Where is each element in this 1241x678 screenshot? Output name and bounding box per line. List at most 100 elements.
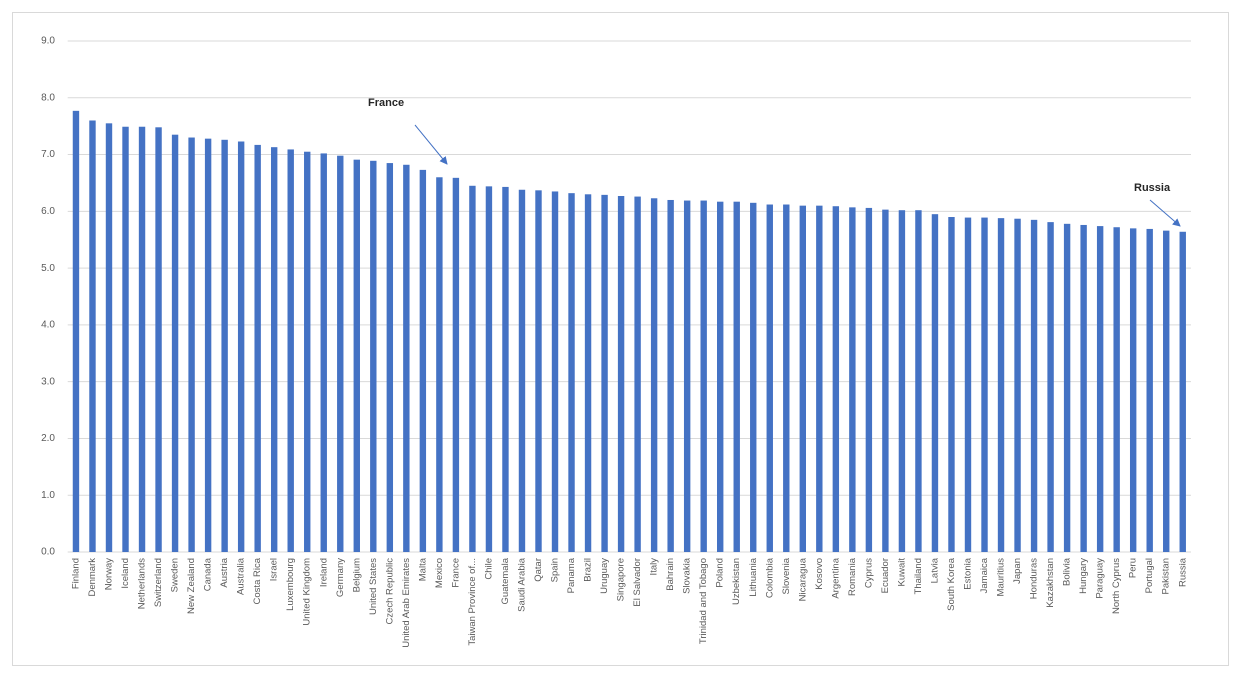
bar bbox=[865, 207, 873, 552]
bar bbox=[1063, 223, 1071, 552]
bar bbox=[981, 217, 988, 552]
y-tick-label: 3.0 bbox=[41, 376, 55, 387]
bar bbox=[601, 194, 608, 552]
bar bbox=[1163, 230, 1170, 553]
x-tick-label: Japan bbox=[1012, 558, 1023, 584]
bar bbox=[518, 189, 526, 552]
x-tick-label: Kosovo bbox=[814, 558, 825, 590]
bar bbox=[997, 218, 1005, 552]
x-tick-label: Costa Rica bbox=[252, 557, 263, 604]
bar bbox=[898, 210, 906, 552]
y-tick-label: 8.0 bbox=[41, 92, 55, 103]
bar bbox=[849, 207, 856, 552]
x-tick-label: Italy bbox=[649, 558, 660, 576]
x-tick-label: Norway bbox=[104, 558, 115, 590]
x-tick-label: United Kingdom bbox=[302, 558, 313, 626]
x-tick-label: Uzbekistan bbox=[731, 558, 742, 605]
bar bbox=[155, 127, 162, 553]
bar bbox=[122, 126, 129, 553]
x-tick-label: Brazil bbox=[583, 558, 594, 582]
bar bbox=[304, 151, 311, 552]
y-tick-label: 7.0 bbox=[41, 149, 55, 160]
y-tick-label: 2.0 bbox=[41, 433, 55, 444]
x-tick-label: Iceland bbox=[120, 558, 131, 589]
bar bbox=[634, 196, 641, 552]
x-tick-label: El Salvador bbox=[632, 558, 643, 607]
bar bbox=[1080, 224, 1087, 552]
x-tick-label: Hungary bbox=[1078, 558, 1089, 594]
x-tick-label: Ecuador bbox=[880, 558, 891, 593]
x-tick-label: Czech Republic bbox=[384, 558, 395, 625]
annotation-arrow bbox=[414, 124, 448, 165]
bar bbox=[1014, 218, 1021, 552]
bar bbox=[816, 205, 823, 552]
bar bbox=[717, 201, 724, 553]
x-tick-label: New Zealand bbox=[186, 558, 197, 614]
x-tick-label: Lithuania bbox=[748, 557, 759, 596]
x-tick-label: Netherlands bbox=[137, 558, 148, 609]
x-tick-label: Slovenia bbox=[781, 557, 792, 594]
bar bbox=[799, 205, 807, 552]
y-tick-label: 4.0 bbox=[41, 320, 55, 331]
bar bbox=[287, 149, 294, 552]
x-tick-label: Pakistan bbox=[1161, 558, 1172, 594]
x-tick-label: Russia bbox=[1177, 557, 1188, 587]
bar bbox=[683, 200, 691, 552]
y-tick-label: 1.0 bbox=[41, 490, 55, 501]
x-tick-label: Saudi Arabia bbox=[516, 557, 527, 612]
x-tick-label: Romania bbox=[847, 557, 858, 596]
bar bbox=[320, 153, 327, 553]
x-tick-label: Slovakia bbox=[682, 557, 693, 594]
bar bbox=[617, 196, 625, 552]
x-tick-label: Spain bbox=[550, 558, 561, 582]
x-tick-label: Qatar bbox=[533, 558, 544, 582]
bar bbox=[1146, 228, 1153, 552]
x-tick-label: Luxembourg bbox=[285, 558, 296, 611]
bar bbox=[1096, 226, 1104, 552]
x-tick-label: Bahrain bbox=[665, 558, 676, 591]
x-tick-label: Bolivia bbox=[1062, 557, 1073, 586]
x-tick-label: Germany bbox=[335, 558, 346, 597]
bar bbox=[551, 191, 559, 552]
x-tick-label: Switzerland bbox=[153, 558, 164, 607]
x-tick-label: Jamaica bbox=[979, 557, 990, 593]
bar bbox=[1030, 219, 1038, 552]
x-tick-label: Colombia bbox=[764, 557, 775, 598]
x-tick-label: Panama bbox=[566, 557, 577, 593]
x-tick-label: Paraguay bbox=[1095, 558, 1106, 599]
x-tick-label: Portugal bbox=[1144, 558, 1155, 593]
bar bbox=[204, 138, 212, 552]
bar bbox=[452, 177, 460, 552]
y-tick-label: 0.0 bbox=[41, 547, 55, 558]
x-tick-label: Singapore bbox=[616, 558, 627, 601]
bar bbox=[436, 177, 443, 552]
bar bbox=[931, 214, 939, 552]
x-tick-label: United Arab Emirates bbox=[401, 558, 412, 648]
x-tick-label: France bbox=[450, 558, 461, 588]
bar bbox=[1047, 222, 1054, 553]
x-tick-label: Poland bbox=[715, 558, 726, 588]
bars bbox=[72, 110, 1186, 553]
bar bbox=[733, 201, 740, 553]
bar bbox=[419, 169, 427, 552]
y-tick-label: 6.0 bbox=[41, 206, 55, 217]
annotation-arrow bbox=[1149, 199, 1181, 227]
bar bbox=[750, 202, 757, 553]
x-tick-label: Finland bbox=[70, 558, 81, 589]
x-tick-label: Mauritius bbox=[996, 558, 1007, 597]
bar bbox=[403, 164, 410, 552]
x-tick-label: Ireland bbox=[318, 558, 329, 587]
bar bbox=[254, 144, 261, 553]
bar bbox=[485, 186, 493, 552]
x-tick-label: Kuwait bbox=[896, 558, 907, 587]
bar bbox=[535, 190, 542, 552]
x-tick-label: Uruguay bbox=[599, 558, 610, 594]
x-tick-label: Austria bbox=[219, 557, 230, 587]
x-tick-label: Peru bbox=[1128, 558, 1139, 578]
bar bbox=[766, 204, 773, 552]
x-tick-label: Cyprus bbox=[863, 558, 874, 588]
bar bbox=[337, 155, 344, 553]
x-tick-label: Estonia bbox=[963, 557, 974, 589]
x-tick-label: North Cyprus bbox=[1111, 558, 1122, 614]
